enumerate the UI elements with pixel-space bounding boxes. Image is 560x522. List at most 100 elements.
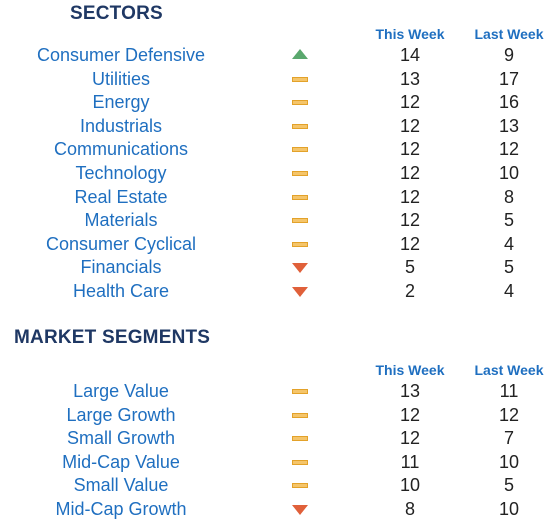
segments-col-last-week: Last Week (474, 362, 544, 378)
sectors-title: SECTORS (70, 3, 163, 24)
flat-dash-icon (292, 123, 308, 129)
sectors-col-this-week: This Week (375, 26, 445, 42)
trend-indicator (292, 209, 308, 232)
this-week-value: 12 (399, 92, 421, 113)
this-week-value: 13 (399, 68, 421, 89)
last-week-value: 5 (503, 475, 514, 495)
this-week-value: 8 (404, 498, 415, 519)
row-label: Large Value (73, 381, 169, 401)
flat-dash-icon (292, 194, 308, 200)
trend-indicator (292, 280, 308, 303)
trend-indicator (292, 380, 308, 403)
last-week-value: 17 (498, 68, 520, 89)
sectors-col-last-week: Last Week (474, 26, 544, 42)
flat-dash-icon (292, 147, 308, 153)
last-week-value: 9 (503, 45, 514, 65)
row-label: Small Value (73, 475, 169, 495)
last-week-value: 12 (498, 139, 520, 160)
flat-dash-icon (292, 241, 308, 247)
this-week-value: 2 (404, 281, 415, 301)
this-week-value: 12 (399, 428, 421, 448)
table-row: Health Care 2 4 (0, 280, 560, 303)
table-row: Communications 12 12 (0, 138, 560, 161)
trend-indicator (292, 451, 308, 474)
segments-title: MARKET SEGMENTS (14, 327, 211, 348)
trend-indicator (292, 91, 308, 114)
trend-indicator (292, 233, 308, 256)
this-week-value: 14 (399, 45, 421, 65)
table-row: Consumer Defensive 14 9 (0, 44, 560, 67)
last-week-value: 12 (498, 404, 520, 425)
table-row: Small Growth 12 7 (0, 427, 560, 450)
trend-indicator (292, 404, 308, 427)
table-row: Large Growth 12 12 (0, 404, 560, 427)
this-week-value: 12 (399, 139, 421, 160)
table-row: Small Value 10 5 (0, 474, 560, 497)
flat-dash-icon (292, 389, 308, 394)
row-label: Real Estate (74, 186, 168, 207)
table-row: Technology 12 10 (0, 162, 560, 185)
row-label: Large Growth (66, 404, 176, 425)
trend-indicator (292, 138, 308, 161)
trend-indicator (292, 68, 308, 91)
triangle-down-icon (292, 504, 308, 515)
row-label: Mid-Cap Growth (55, 498, 187, 519)
row-label: Health Care (72, 281, 170, 301)
this-week-value: 12 (399, 186, 421, 207)
flat-dash-icon (292, 76, 308, 82)
flat-dash-icon (292, 218, 308, 224)
row-label: Mid-Cap Value (62, 451, 180, 472)
triangle-down-icon (292, 287, 308, 297)
last-week-value: 10 (498, 498, 520, 519)
last-week-value: 4 (503, 281, 514, 301)
trend-indicator (292, 162, 308, 185)
segments-col-this-week: This Week (375, 362, 445, 378)
trend-indicator (292, 186, 308, 209)
table-row: Real Estate 12 8 (0, 186, 560, 209)
last-week-value: 4 (503, 233, 514, 254)
table-row: Consumer Cyclical 12 4 (0, 233, 560, 256)
row-label: Communications (53, 139, 189, 160)
flat-dash-icon (292, 412, 308, 418)
table-row: Mid-Cap Growth 8 10 (0, 498, 560, 521)
table-row: Financials 5 5 (0, 256, 560, 279)
row-label: Financials (80, 257, 162, 278)
row-label: Small Growth (66, 428, 176, 448)
table-row: Utilities 13 17 (0, 68, 560, 91)
trend-indicator (292, 427, 308, 450)
row-label: Consumer Defensive (36, 45, 206, 65)
row-label: Energy (92, 92, 150, 113)
row-label: Technology (75, 163, 167, 183)
triangle-up-icon (292, 49, 308, 59)
last-week-value: 5 (503, 257, 514, 278)
this-week-value: 12 (399, 163, 421, 183)
row-label: Consumer Cyclical (45, 233, 197, 254)
table-row: Large Value 13 11 (0, 380, 560, 403)
this-week-value: 12 (399, 210, 421, 231)
last-week-value: 10 (498, 163, 520, 183)
last-week-value: 7 (503, 428, 514, 448)
last-week-value: 5 (503, 210, 514, 231)
table-row: Materials 12 5 (0, 209, 560, 232)
flat-dash-icon (292, 171, 308, 176)
table-row: Mid-Cap Value 11 10 (0, 451, 560, 474)
trend-indicator (292, 498, 308, 521)
this-week-value: 13 (399, 381, 421, 401)
flat-dash-icon (292, 483, 308, 488)
last-week-value: 16 (498, 92, 520, 113)
table-row: Industrials 12 13 (0, 115, 560, 138)
trend-indicator (292, 474, 308, 497)
last-week-value: 8 (503, 186, 514, 207)
row-label: Industrials (79, 115, 163, 136)
row-label: Materials (84, 210, 158, 231)
trend-indicator (292, 44, 308, 67)
flat-dash-icon (292, 100, 308, 106)
triangle-down-icon (292, 263, 308, 274)
this-week-value: 12 (399, 233, 421, 254)
last-week-value: 13 (498, 115, 520, 136)
row-label: Utilities (91, 68, 150, 89)
this-week-value: 5 (404, 257, 415, 278)
this-week-value: 10 (399, 475, 421, 495)
flat-dash-icon (292, 436, 308, 441)
last-week-value: 10 (498, 451, 520, 472)
